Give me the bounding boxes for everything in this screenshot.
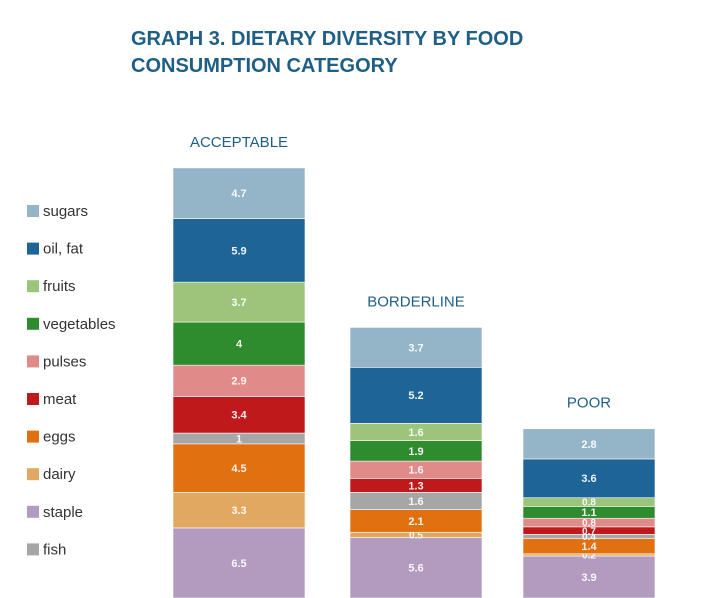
legend-label: fruits <box>43 278 76 295</box>
bar-segment <box>522 458 656 499</box>
bar-segment <box>349 327 483 368</box>
data-label: 1.3 <box>408 480 423 492</box>
legend-label: pulses <box>43 353 86 370</box>
legend-swatch <box>27 430 39 443</box>
data-label: 5.9 <box>231 245 246 257</box>
legend-swatch <box>27 242 39 255</box>
legend-label: sugars <box>43 203 88 220</box>
legend-label: oil, fat <box>43 241 84 258</box>
legend-label: vegetables <box>43 316 116 333</box>
bar-segment <box>522 428 656 460</box>
legend-swatch <box>27 205 39 217</box>
legend-swatch <box>27 543 39 556</box>
data-label: 1.1 <box>581 507 596 519</box>
data-label: 3.7 <box>231 297 246 309</box>
category-label: BORDERLINE <box>367 293 465 310</box>
legend-label: meat <box>43 391 77 408</box>
data-label: 0.5 <box>409 531 423 542</box>
bar-segment <box>172 492 306 529</box>
data-label: 0.7 <box>582 526 596 537</box>
legend-swatch <box>27 505 39 518</box>
data-label: 0.8 <box>582 518 596 529</box>
category-label: POOR <box>567 395 611 412</box>
data-label: 0.4 <box>582 532 596 543</box>
data-label: 1.6 <box>408 496 423 508</box>
legend-label: fish <box>43 541 66 558</box>
legend-swatch <box>27 317 39 330</box>
legend-swatch <box>27 280 39 293</box>
bar-segment <box>172 443 306 493</box>
category-label: ACCEPTABLE <box>190 134 288 151</box>
data-label: 1.6 <box>408 465 423 477</box>
data-label: 4 <box>236 338 243 350</box>
legend-swatch <box>27 355 39 368</box>
data-label: 4.7 <box>231 188 246 200</box>
bar-segment <box>349 537 483 598</box>
legend-swatch <box>27 393 39 405</box>
data-label: 3.9 <box>581 572 596 584</box>
data-label: 2.8 <box>581 439 596 451</box>
data-label: 3.3 <box>231 505 246 517</box>
data-label: 3.7 <box>408 342 423 354</box>
data-label: 1.9 <box>408 446 423 458</box>
data-label: 5.2 <box>408 390 423 402</box>
chart-title: GRAPH 3. DIETARY DIVERSITY BY FOOD CONSU… <box>131 28 524 77</box>
data-label: 6.5 <box>231 558 246 570</box>
bar-segment <box>172 281 306 323</box>
bar-segment <box>349 367 483 424</box>
data-label: 1.4 <box>581 541 597 553</box>
data-label: 1.6 <box>408 427 423 439</box>
bar-segment <box>172 167 306 219</box>
data-label: 3.4 <box>231 410 247 422</box>
legend-label: staple <box>43 504 83 521</box>
data-label: 1 <box>236 433 242 445</box>
data-label: 0.2 <box>582 551 596 562</box>
data-label: 2.1 <box>408 516 423 528</box>
data-label: 4.5 <box>231 463 246 475</box>
bar-segment <box>172 218 306 283</box>
data-label: 3.6 <box>581 473 596 485</box>
legend-label: dairy <box>43 466 76 483</box>
bar-segment <box>172 527 306 598</box>
data-label: 0.8 <box>582 498 596 509</box>
legend-swatch <box>27 468 39 481</box>
bar-segment <box>522 555 656 598</box>
legend-label: eggs <box>43 429 76 446</box>
data-label: 2.9 <box>231 376 246 388</box>
data-label: 5.6 <box>408 563 423 575</box>
